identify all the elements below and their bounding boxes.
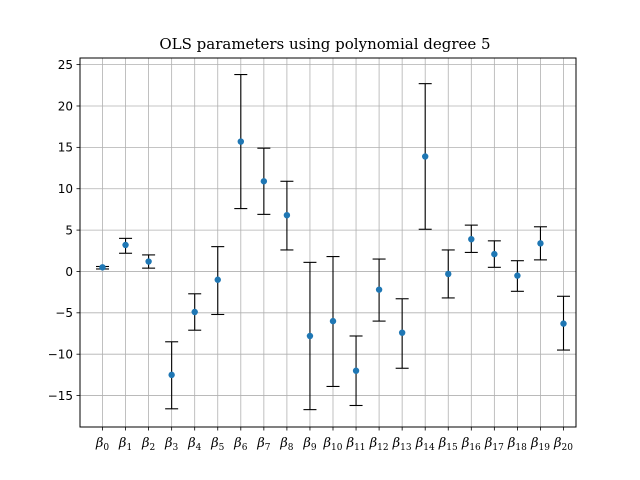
data-point (468, 235, 475, 243)
data-point (99, 264, 106, 271)
y-tick-label: 10 (58, 182, 73, 196)
x-axis: β0 β1 β2 β3 β4 β5 β6 β7 β8 β9 β10 β11 β12 β13 β14 β15 β1… (95, 427, 573, 453)
y-tick-label: 20 (58, 99, 73, 113)
x-tick-label: β16 (461, 436, 481, 453)
x-tick-label: β7 (256, 436, 271, 453)
chart-title: OLS parameters using polynomial degree 5 (159, 35, 490, 53)
x-tick-label: β9 (302, 436, 317, 453)
x-tick-label: β17 (484, 436, 504, 453)
data-point (260, 178, 268, 185)
plot-frame (79, 57, 577, 428)
data-point (145, 258, 152, 265)
x-tick-label: β8 (279, 436, 294, 453)
data-point (237, 138, 244, 145)
data-point (560, 320, 567, 327)
x-tick-label: β5 (210, 436, 225, 453)
x-tick-label: β2 (141, 436, 155, 453)
data-point (514, 272, 521, 279)
x-tick-label: β4 (187, 436, 202, 453)
x-tick-label: β1 (118, 436, 132, 453)
y-tick-label: 15 (58, 141, 73, 155)
y-tick-label: −10 (48, 347, 73, 361)
y-tick-label: 5 (65, 223, 73, 237)
x-tick-label: β18 (507, 436, 527, 453)
y-tick-label: −5 (55, 306, 73, 320)
x-tick-label: β11 (346, 436, 366, 453)
data-point (491, 250, 498, 258)
x-tick-label: β19 (530, 436, 550, 453)
data-point (375, 286, 383, 293)
y-axis: −15 −10 −5 0 5 10 15 20 25 (48, 58, 80, 403)
x-tick-label: β13 (392, 436, 412, 453)
data-point (168, 371, 175, 379)
data-point (398, 329, 406, 336)
x-tick-label: β15 (438, 436, 458, 453)
x-tick-label: β20 (553, 436, 573, 453)
data-point (537, 240, 544, 247)
x-tick-label: β12 (369, 436, 389, 453)
data-point (445, 270, 452, 278)
data-point (122, 241, 129, 249)
y-tick-label: −15 (48, 389, 73, 403)
x-tick-label: β0 (95, 436, 110, 453)
x-tick-label: β10 (323, 436, 343, 453)
y-tick-label: 25 (58, 58, 73, 72)
data-point (422, 153, 429, 160)
y-tick-label: 0 (65, 265, 73, 279)
data-point (306, 332, 314, 340)
x-tick-label: β6 (233, 436, 248, 453)
x-tick-label: β14 (415, 436, 435, 453)
data-point (352, 367, 360, 374)
data-point (214, 276, 221, 283)
data-point (283, 211, 291, 219)
data-point (191, 308, 198, 316)
data-points (99, 138, 567, 379)
x-tick-label: β3 (164, 436, 179, 453)
data-point (329, 317, 337, 325)
